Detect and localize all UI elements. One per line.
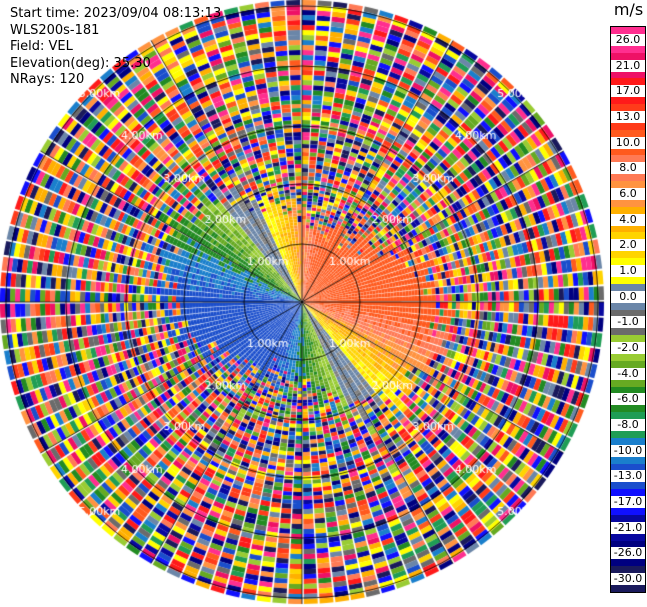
field-label: Field: VEL: [10, 39, 73, 54]
colorbar-tick-label: -26.0: [611, 547, 645, 560]
colorbar-tick-label: 1.0: [611, 264, 645, 277]
elevation-label: Elevation(deg): 35.30: [10, 55, 151, 71]
colorbar-tick-label: 21.0: [611, 59, 645, 72]
colorbar-tick-label: -8.0: [611, 419, 645, 432]
nrays-label: NRays: 120: [10, 72, 85, 87]
colorbar-tick-label: 6.0: [611, 187, 645, 200]
instrument-label: WLS200s-181: [10, 22, 100, 38]
colorbar-tick-label: 0.0: [611, 290, 645, 303]
colorbar-tick-label: -6.0: [611, 393, 645, 406]
colorbar-tick-label: 4.0: [611, 213, 645, 226]
colorbar-tick-label: 2.0: [611, 239, 645, 252]
colorbar-tick-label: -30.0: [611, 573, 645, 586]
colorbar-tick-label: -21.0: [611, 521, 645, 534]
colorbar-unit: m/s: [613, 0, 644, 19]
colorbar-tick-label: 26.0: [611, 33, 645, 46]
colorbar-tick-label: -17.0: [611, 496, 645, 509]
colorbar: 26.0 21.0 17.0 13.0 10.0 8.0 6.0 4.0 2.0 1.0 0.0 -1…: [610, 26, 646, 593]
colorbar-tick-label: 8.0: [611, 162, 645, 175]
colorbar-tick-label: -1.0: [611, 316, 645, 329]
colorbar-tick-label: 13.0: [611, 110, 645, 123]
colorbar-tick-label: -2.0: [611, 342, 645, 355]
colorbar-tick-label: 17.0: [611, 85, 645, 98]
colorbar-tick-label: -13.0: [611, 470, 645, 483]
colorbar-tick-label: 10.0: [611, 136, 645, 149]
start-time-label: Start time: 2023/09/04 08:13:13: [10, 6, 222, 21]
colorbar-tick-label: -4.0: [611, 367, 645, 380]
scan-info-panel: Start time: 2023/09/04 08:13:13 WLS200s-…: [10, 6, 221, 89]
colorbar-tick-label: -10.0: [611, 444, 645, 457]
